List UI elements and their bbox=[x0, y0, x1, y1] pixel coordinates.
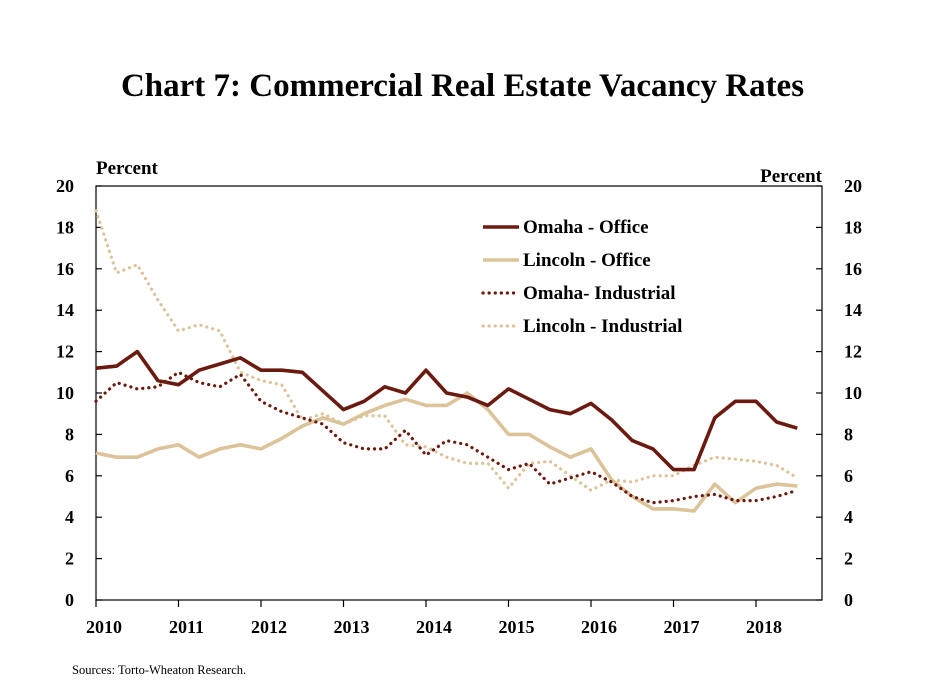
left-y-tick-label: 16 bbox=[56, 259, 74, 279]
plot-border bbox=[95, 185, 823, 601]
right-y-tick-label: 10 bbox=[844, 383, 862, 403]
left-axis-unit-label: Percent bbox=[96, 158, 159, 179]
series-line-lincoln-industrial bbox=[94, 209, 799, 492]
right-y-tick-label: 14 bbox=[844, 300, 862, 320]
left-y-tick-label: 12 bbox=[56, 342, 74, 362]
right-y-tick-label: 12 bbox=[844, 342, 862, 362]
left-y-tick-label: 4 bbox=[65, 507, 74, 527]
left-y-axis: 0 2 4 6 8 10 12 14 16 18 20 bbox=[56, 176, 102, 610]
x-tick-label: 2011 bbox=[169, 617, 204, 637]
series-layer bbox=[94, 209, 799, 513]
right-y-tick-label: 20 bbox=[844, 176, 862, 196]
plot-frame bbox=[95, 185, 823, 601]
right-y-axis: 0 2 4 6 8 10 12 14 16 18 20 bbox=[816, 176, 862, 610]
right-axis-unit-label: Percent bbox=[760, 166, 823, 187]
left-y-tick-label: 20 bbox=[56, 176, 74, 196]
series-line-lincoln-office bbox=[95, 391, 798, 513]
right-y-tick-label: 0 bbox=[844, 590, 853, 610]
left-y-tick-label: 6 bbox=[65, 466, 74, 486]
right-y-tick-label: 6 bbox=[844, 466, 853, 486]
x-axis: 2010 2011 2012 2013 2014 2015 2016 2017 2018 bbox=[86, 600, 782, 637]
x-tick-label: 2017 bbox=[664, 617, 700, 637]
left-y-tick-label: 10 bbox=[56, 383, 74, 403]
left-y-tick-label: 2 bbox=[65, 549, 74, 569]
x-tick-label: 2018 bbox=[746, 617, 782, 637]
chart-title: Chart 7: Commercial Real Estate Vacancy … bbox=[120, 68, 805, 104]
right-y-tick-label: 4 bbox=[844, 507, 853, 527]
left-y-tick-label: 0 bbox=[65, 590, 74, 610]
right-y-tick-label: 16 bbox=[844, 259, 862, 279]
x-tick-label: 2015 bbox=[499, 617, 535, 637]
x-tick-label: 2016 bbox=[581, 617, 617, 637]
legend-label-omaha-office: Omaha - Office bbox=[523, 217, 649, 238]
legend-label-omaha-industrial: Omaha- Industrial bbox=[523, 283, 676, 304]
left-y-tick-label: 18 bbox=[56, 217, 74, 237]
left-y-tick-label: 8 bbox=[65, 424, 74, 444]
source-note: Sources: Torto-Wheaton Research. bbox=[72, 663, 247, 677]
right-y-tick-label: 8 bbox=[844, 424, 853, 444]
x-tick-label: 2010 bbox=[86, 617, 122, 637]
x-tick-label: 2014 bbox=[416, 617, 452, 637]
x-tick-label: 2012 bbox=[251, 617, 287, 637]
legend-label-lincoln-industrial: Lincoln - Industrial bbox=[523, 316, 682, 337]
x-tick-label: 2013 bbox=[334, 617, 370, 637]
series-line-omaha-office bbox=[95, 349, 798, 472]
right-y-tick-label: 2 bbox=[844, 549, 853, 569]
left-y-tick-label: 14 bbox=[56, 300, 74, 320]
right-y-tick-label: 18 bbox=[844, 217, 862, 237]
legend: Omaha - Office Lincoln - Office Omaha- Ind… bbox=[481, 217, 682, 337]
legend-label-lincoln-office: Lincoln - Office bbox=[523, 250, 651, 271]
